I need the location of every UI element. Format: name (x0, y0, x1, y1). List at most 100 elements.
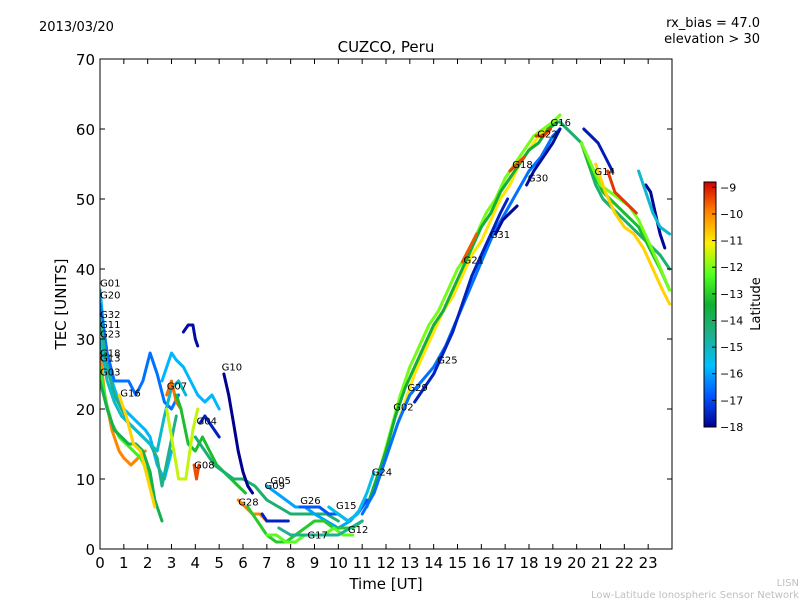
x-tick-label: 23 (639, 554, 658, 572)
series-G25 (413, 197, 510, 404)
footer-org-long: Low-Latitude Ionospheric Sensor Network (591, 590, 799, 600)
series-G21 (460, 232, 479, 264)
sat-label-g18: G18 (512, 160, 532, 171)
sat-label-g29: G29 (407, 383, 427, 394)
series-G05 (265, 484, 364, 530)
rx-bias-label: rx_bias = 47.0 (666, 16, 760, 31)
x-tick-label: 22 (615, 554, 634, 572)
x-tick-label: 8 (286, 554, 296, 572)
colorbar-tick-label: −17 (720, 394, 743, 407)
y-tick-label: 70 (76, 51, 95, 69)
sat-label-g16: G16 (120, 388, 140, 399)
colorbar-tick-label: −11 (720, 235, 743, 248)
colorbar-tick-label: −12 (720, 261, 743, 274)
x-tick-label: 16 (472, 554, 491, 572)
series-late-blue2 (582, 127, 614, 173)
series-rise-blue (360, 127, 562, 516)
x-axis-label: Time [UT] (348, 575, 422, 593)
x-tick-label: 10 (329, 554, 348, 572)
footer-org-short: LISN (777, 578, 799, 589)
series-G04b (165, 407, 200, 481)
sat-label-g20: G20 (100, 290, 120, 301)
sat-label-g11: G11 (100, 320, 120, 331)
sat-label-g05: G05 (270, 476, 290, 487)
satellite-labels: G01G20G32G11G23G18G13G03G16G07G10G04G08G… (100, 118, 615, 541)
series-G23 (100, 337, 188, 453)
sat-label-g31: G31 (490, 230, 510, 241)
colorbar-tick-label: −18 (720, 421, 743, 434)
y-tick-label: 40 (76, 261, 95, 279)
sat-label-g18: G18 (100, 349, 120, 360)
sat-label-g10: G10 (222, 363, 242, 374)
x-tick-label: 9 (310, 554, 320, 572)
colorbar (703, 181, 717, 428)
colorbar-tick-label: −13 (720, 288, 743, 301)
sat-label-g17: G17 (307, 531, 327, 542)
chart-title: CUZCO, Peru (338, 38, 435, 56)
x-tick-label: 21 (591, 554, 610, 572)
x-tick-label: 7 (262, 554, 272, 572)
series-rise-green (365, 120, 560, 509)
x-tick-label: 0 (95, 554, 105, 572)
x-tick-label: 5 (214, 554, 224, 572)
x-tick-label: 11 (353, 554, 372, 572)
sat-label-g16: G16 (551, 118, 571, 129)
series-G07 (160, 351, 221, 411)
x-tick-label: 19 (543, 554, 562, 572)
elevation-label: elevation > 30 (664, 32, 760, 47)
series-G24 (327, 470, 376, 523)
x-tick-label: 15 (448, 554, 467, 572)
series-G08 (192, 463, 201, 481)
sat-label-g15: G15 (336, 501, 356, 512)
series-G04 (174, 393, 247, 495)
x-tick-label: 17 (496, 554, 515, 572)
series-late-orange (594, 162, 672, 306)
x-tick-label: 12 (376, 554, 395, 572)
sat-label-g07: G07 (167, 381, 187, 392)
sat-label-g22: G22 (537, 129, 557, 140)
date-label: 2013/03/20 (39, 20, 114, 35)
x-tick-label: 13 (400, 554, 419, 572)
series-G22 (534, 127, 552, 138)
y-tick-label: 20 (76, 401, 95, 419)
series-G10 (222, 372, 254, 495)
series-G30 (525, 127, 562, 187)
x-tick-label: 4 (191, 554, 201, 572)
sat-label-g25: G25 (437, 356, 457, 367)
colorbar-tick-label: −15 (720, 341, 743, 354)
series-loop-blue (181, 323, 200, 348)
y-tick-label: 30 (76, 331, 95, 349)
colorbar-ticks: −9 −10 −11 −12 −13 −14 −15 −16 −17 −18 (712, 181, 743, 434)
series-late-red (606, 169, 638, 215)
colorbar-tick-label: −9 (720, 181, 736, 194)
axes: 0 1 2 3 4 5 6 7 8 9 10 11 12 13 14 15 16 17 18 19 20 21 22 2301… (76, 51, 672, 572)
colorbar-tick-label: −16 (720, 368, 743, 381)
series-late-teal (637, 169, 672, 236)
sat-label-g13: G13 (100, 353, 120, 364)
sat-label-g24: G24 (372, 468, 392, 479)
sat-label-g28: G28 (238, 498, 258, 509)
y-tick-label: 0 (85, 541, 95, 559)
x-tick-label: 18 (519, 554, 538, 572)
sat-label-g21: G21 (464, 255, 484, 266)
sat-label-g02: G02 (393, 402, 413, 413)
sat-label-g04: G04 (197, 416, 217, 427)
colorbar-label: Latitude (749, 277, 764, 331)
series-G18-late (508, 155, 526, 173)
x-tick-label: 3 (167, 554, 177, 572)
x-tick-label: 6 (238, 554, 248, 572)
sat-label-g30: G30 (528, 174, 548, 185)
sat-label-g08: G08 (194, 461, 214, 472)
series-G12 (277, 519, 364, 537)
series-G20 (100, 302, 181, 411)
sat-label-g12: G12 (348, 525, 368, 536)
colorbar-tick-label: −10 (720, 208, 743, 221)
y-tick-label: 10 (76, 471, 95, 489)
x-tick-label: 14 (424, 554, 443, 572)
series-layer (100, 113, 672, 544)
sat-label-g26: G26 (300, 496, 320, 507)
y-tick-label: 60 (76, 121, 95, 139)
series-late-navy (644, 183, 667, 250)
sat-label-g09: G09 (265, 481, 285, 492)
